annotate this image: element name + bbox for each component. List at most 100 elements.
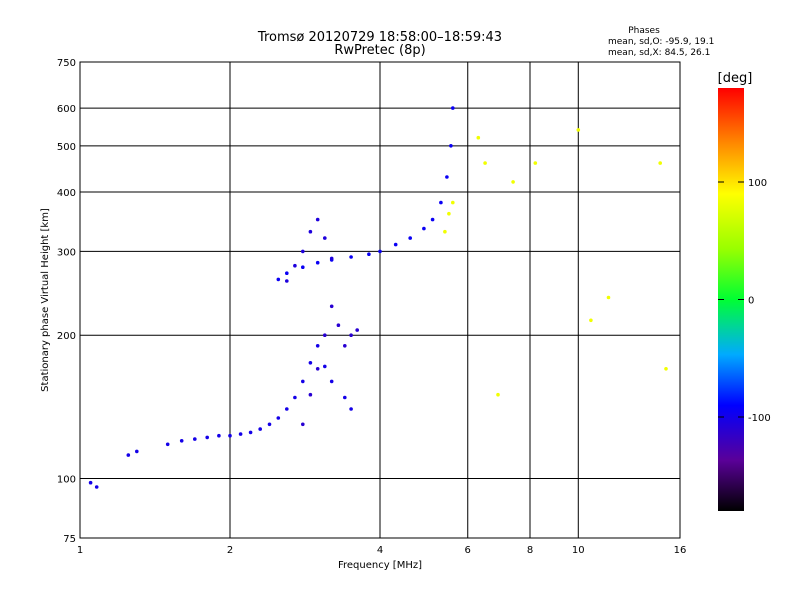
stats-o-mode: mean, sd,O: -95.9, 19.1 <box>608 37 714 47</box>
data-point <box>336 323 341 328</box>
data-point <box>205 435 209 440</box>
data-point <box>217 433 221 438</box>
y-tick-label: 500 <box>57 142 76 153</box>
stats-header: Phases <box>628 26 660 36</box>
x-tick-label: 2 <box>227 545 233 556</box>
data-point <box>308 392 313 397</box>
data-point <box>378 249 382 254</box>
x-axis-label: Frequency [MHz] <box>338 560 422 571</box>
data-point <box>589 318 593 323</box>
data-point <box>293 263 297 268</box>
data-point <box>179 439 184 443</box>
data-point <box>308 229 313 234</box>
data-point <box>301 265 305 270</box>
data-point <box>315 260 320 265</box>
y-tick-label: 300 <box>57 247 76 258</box>
data-point <box>606 295 611 300</box>
data-point <box>248 430 253 435</box>
data-point <box>329 379 334 384</box>
data-point <box>476 135 481 140</box>
data-point <box>511 180 515 184</box>
data-point <box>293 395 297 400</box>
colorbar-tick-label: 0 <box>748 296 754 307</box>
x-tick-label: 4 <box>377 545 383 556</box>
data-point <box>285 279 289 283</box>
x-tick-label: 8 <box>527 545 533 556</box>
data-point <box>285 407 289 411</box>
data-point <box>315 217 320 222</box>
y-tick-label: 750 <box>57 58 76 69</box>
data-point <box>349 255 353 259</box>
data-point <box>430 217 435 222</box>
data-point <box>285 271 289 276</box>
data-point <box>408 236 413 240</box>
colorbar-tick-label: -100 <box>748 413 771 424</box>
y-tick-labels: 75 100 200 300 400 500 600 750 <box>57 58 76 545</box>
y-tick-label: 400 <box>57 188 76 199</box>
chart-subtitle: RwPretec (8p) <box>334 43 425 58</box>
y-tick-label: 75 <box>63 534 76 545</box>
data-point <box>343 395 347 400</box>
data-point <box>135 449 139 454</box>
colorbar-tick-label: 100 <box>748 178 767 189</box>
data-point <box>496 392 500 397</box>
data-point <box>301 249 305 254</box>
data-point <box>323 333 327 338</box>
data-point <box>276 416 281 420</box>
stats-x-mode: mean, sd,X: 84.5, 26.1 <box>608 48 710 58</box>
data-point <box>308 361 313 365</box>
data-point <box>443 229 447 234</box>
data-point <box>664 367 668 371</box>
y-axis-label: Stationary phase Virtual Height [km] <box>40 208 51 392</box>
data-point <box>315 367 320 371</box>
data-point <box>329 256 334 261</box>
chart-title: Tromsø 20120729 18:58:00–18:59:43 <box>257 30 502 45</box>
data-point <box>126 453 131 457</box>
data-point <box>315 344 320 348</box>
x-tick-label: 16 <box>674 545 687 556</box>
data-point <box>349 333 353 338</box>
data-point <box>422 226 426 231</box>
x-tick-label: 10 <box>572 545 585 556</box>
data-point <box>483 161 487 165</box>
data-point <box>451 200 455 205</box>
data-point <box>267 422 272 427</box>
data-point <box>355 328 360 332</box>
data-point <box>193 437 197 441</box>
data-point <box>94 485 99 489</box>
data-point <box>88 480 93 485</box>
data-points <box>88 106 668 489</box>
data-point <box>445 175 449 179</box>
x-tick-label: 1 <box>77 545 83 556</box>
data-point <box>533 161 538 165</box>
data-point <box>343 344 347 348</box>
data-point <box>301 422 305 427</box>
plot-frame <box>79 61 681 539</box>
x-tick-labels: 1 2 4 6 8 10 16 <box>77 545 687 556</box>
colorbar-label: [deg] <box>718 71 753 86</box>
data-point <box>238 432 243 436</box>
data-point <box>165 442 170 447</box>
data-point <box>349 407 353 411</box>
data-point <box>658 161 662 165</box>
colorbar-ticks: 100 0 -100 <box>718 178 771 424</box>
data-point <box>228 433 232 438</box>
data-point <box>449 144 453 148</box>
y-tick-label: 100 <box>57 475 76 486</box>
data-point <box>393 242 398 247</box>
data-point <box>276 277 281 282</box>
y-tick-label: 600 <box>57 104 76 115</box>
grid-lines <box>80 62 680 538</box>
x-tick-label: 6 <box>465 545 471 556</box>
data-point <box>367 252 371 256</box>
data-point <box>447 211 451 216</box>
data-point <box>451 106 455 110</box>
data-point <box>329 304 334 309</box>
data-point <box>323 364 327 369</box>
data-point <box>258 427 263 431</box>
data-point <box>301 379 305 384</box>
data-point <box>576 128 581 132</box>
y-tick-label: 200 <box>57 331 76 342</box>
data-point <box>323 236 327 240</box>
